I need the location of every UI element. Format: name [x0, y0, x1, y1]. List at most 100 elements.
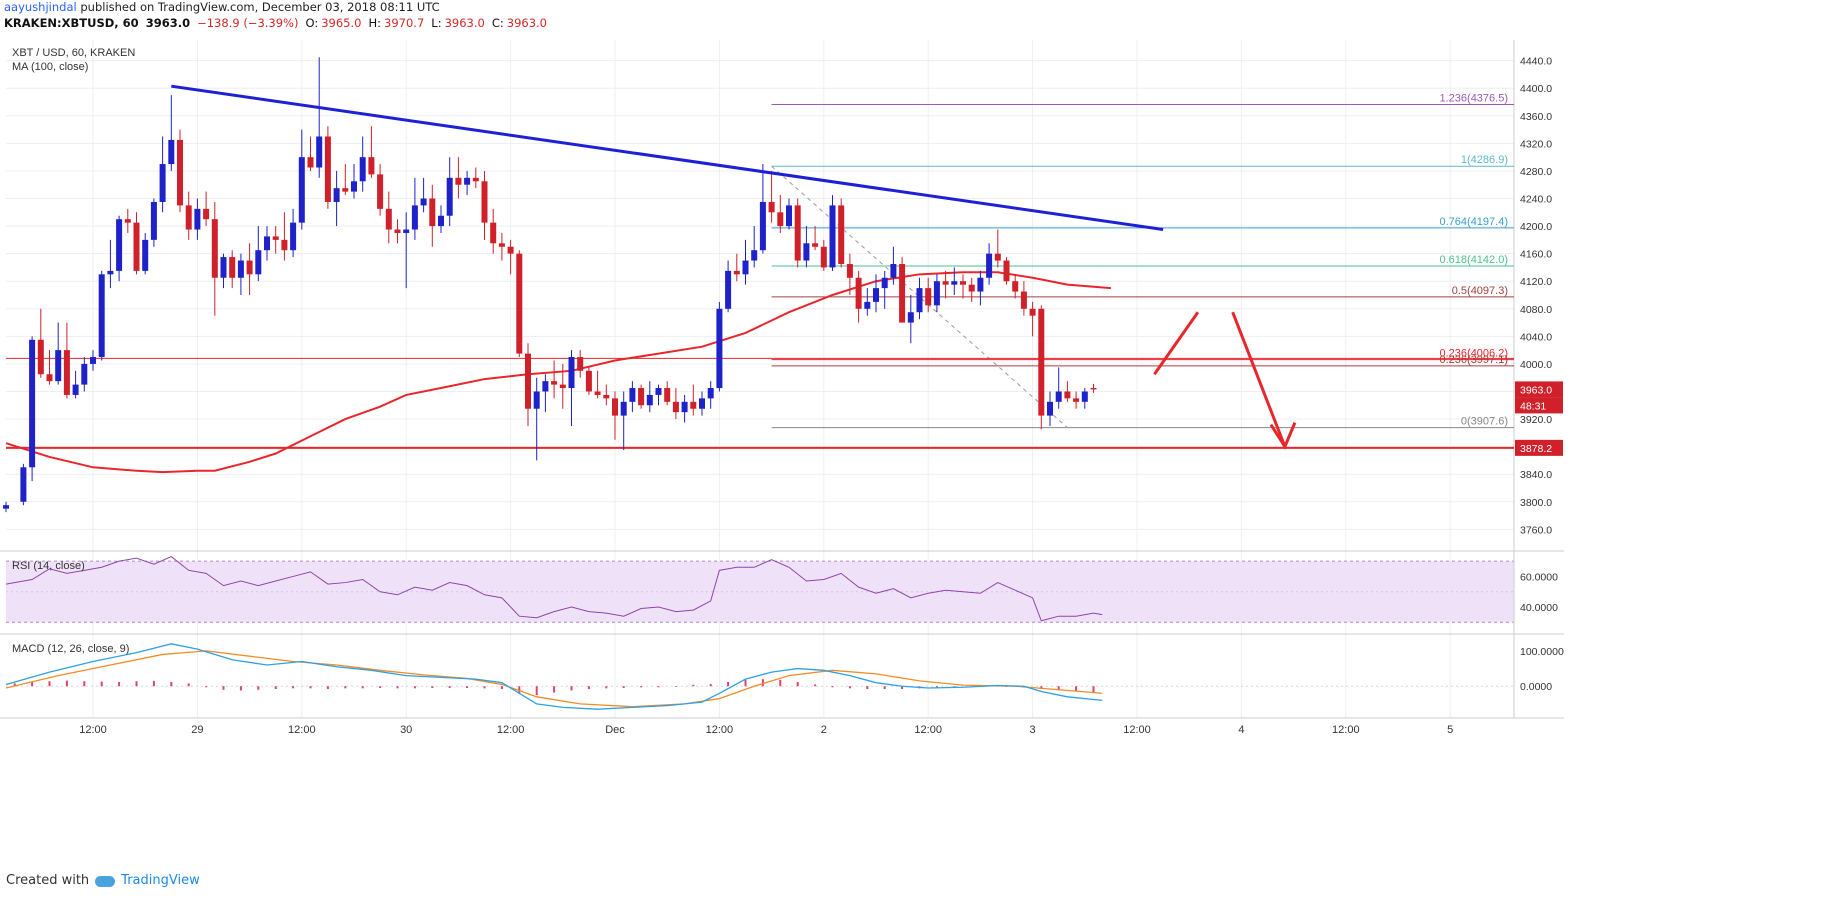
candle-body: [168, 139, 175, 165]
candle-body: [794, 205, 801, 261]
candle-body: [855, 277, 862, 309]
candle-body: [768, 201, 775, 213]
rsi-tick-label: 40.0000: [1520, 602, 1558, 614]
price-change: −138.9 (−3.39%): [197, 16, 299, 30]
open-value: 3965.0: [321, 16, 362, 30]
candle-body: [846, 263, 853, 278]
candle-body: [742, 260, 749, 275]
candle-body: [98, 274, 105, 358]
arrow-head: [1269, 422, 1297, 450]
price-pane: [6, 40, 1514, 550]
candle-body: [150, 201, 157, 240]
moving-average-line: [5, 271, 1111, 474]
candle-body: [307, 157, 314, 168]
macd-tick-label: 100.0000: [1520, 646, 1564, 658]
candle-body: [490, 222, 497, 244]
price-tick-label: 3760.0: [1520, 524, 1552, 536]
close-value: 3963.0: [506, 16, 547, 30]
candle-body: [3, 505, 9, 509]
candle-body: [255, 250, 262, 275]
candle-body: [264, 236, 270, 251]
candle-body: [429, 198, 436, 227]
candle-body: [1064, 391, 1071, 399]
candle-body: [951, 281, 958, 285]
publish-info: aayushjindal published on TradingView.co…: [4, 0, 440, 14]
price-tick-label: 4120.0: [1520, 276, 1552, 288]
price-tick-label: 4440.0: [1520, 56, 1552, 68]
price-tick-label: 4080.0: [1520, 304, 1552, 316]
arrow-line: [1153, 311, 1200, 376]
fib-level-label: 0.236(3997.1): [1440, 354, 1509, 366]
candle-body: [385, 208, 392, 230]
ohlc-info: KRAKEN:XBTUSD, 60 3963.0 −138.9 (−3.39%)…: [4, 16, 550, 30]
time-tick-label: 3: [1030, 724, 1036, 736]
candle-body: [63, 350, 70, 395]
support-price-tag-label: 3878.2: [1520, 443, 1552, 455]
last-price-tag-label: 3963.0: [1520, 384, 1552, 396]
candle-body: [1081, 391, 1088, 402]
candle-body: [803, 243, 810, 261]
candle-body: [177, 139, 183, 206]
candle-body: [759, 201, 766, 251]
arrow-line: [1231, 311, 1287, 448]
candle-body: [507, 246, 514, 254]
candle-body: [829, 205, 836, 268]
candle-body: [690, 401, 697, 409]
candle-body: [377, 174, 384, 209]
candle-body: [916, 288, 923, 313]
candle-body: [864, 301, 871, 309]
price-tick-label: 4280.0: [1520, 166, 1552, 178]
candle-body: [72, 384, 79, 395]
time-tick-label: 12:00: [1332, 724, 1360, 736]
candle-body: [968, 284, 975, 292]
candle-body: [612, 398, 618, 416]
macd-tick-label: 0.0000: [1520, 681, 1552, 693]
candle-body: [133, 222, 140, 271]
candle-body: [699, 398, 705, 409]
candle-body: [777, 212, 784, 227]
time-tick-label: 12:00: [1123, 724, 1151, 736]
published-text: published on TradingView.com, December 0…: [80, 0, 440, 14]
candle-body: [994, 253, 1001, 261]
candle-body: [525, 353, 531, 409]
tradingview-link[interactable]: TradingView: [121, 873, 200, 888]
candle-body: [281, 239, 288, 251]
chart-title: XBT / USD, 60, KRAKEN: [12, 47, 135, 59]
candle-body: [342, 188, 349, 192]
candle-body: [725, 270, 732, 309]
price-tick-label: 4160.0: [1520, 249, 1552, 261]
price-tick-label: 4400.0: [1520, 83, 1552, 95]
candle-body: [638, 388, 645, 406]
candle-body: [1012, 281, 1019, 292]
fib-level-label: 0(3907.6): [1461, 416, 1508, 428]
candle-body: [551, 381, 558, 385]
candle-body: [29, 339, 36, 468]
candle-body: [516, 253, 523, 354]
fib-level-label: 1.236(4376.5): [1440, 92, 1509, 104]
support-price-tag: [1515, 439, 1563, 456]
footer: Created with TradingView: [6, 873, 200, 888]
fib-level-label: 1(4286.9): [1461, 154, 1508, 166]
candle-body: [81, 363, 88, 385]
candle-body: [220, 257, 227, 278]
candle-body: [733, 270, 740, 275]
candle-body: [907, 312, 914, 323]
candle-body: [394, 229, 401, 233]
candle-body: [646, 394, 653, 406]
candle-body: [203, 208, 210, 220]
close-label: C:: [491, 16, 504, 30]
time-tick-label: 12:00: [706, 724, 734, 736]
candle-body: [890, 263, 897, 278]
low-value: 3963.0: [444, 16, 485, 30]
candle-body: [533, 391, 540, 409]
time-tick-label: 5: [1447, 724, 1453, 736]
candle-body: [1055, 391, 1062, 402]
author-link[interactable]: aayushjindal: [4, 0, 77, 14]
last-price-tag: [1515, 381, 1563, 398]
candle-body: [333, 188, 340, 202]
candle-body: [925, 288, 932, 306]
candle-body: [359, 157, 366, 182]
candle-body: [211, 219, 218, 278]
candle-body: [707, 388, 714, 399]
